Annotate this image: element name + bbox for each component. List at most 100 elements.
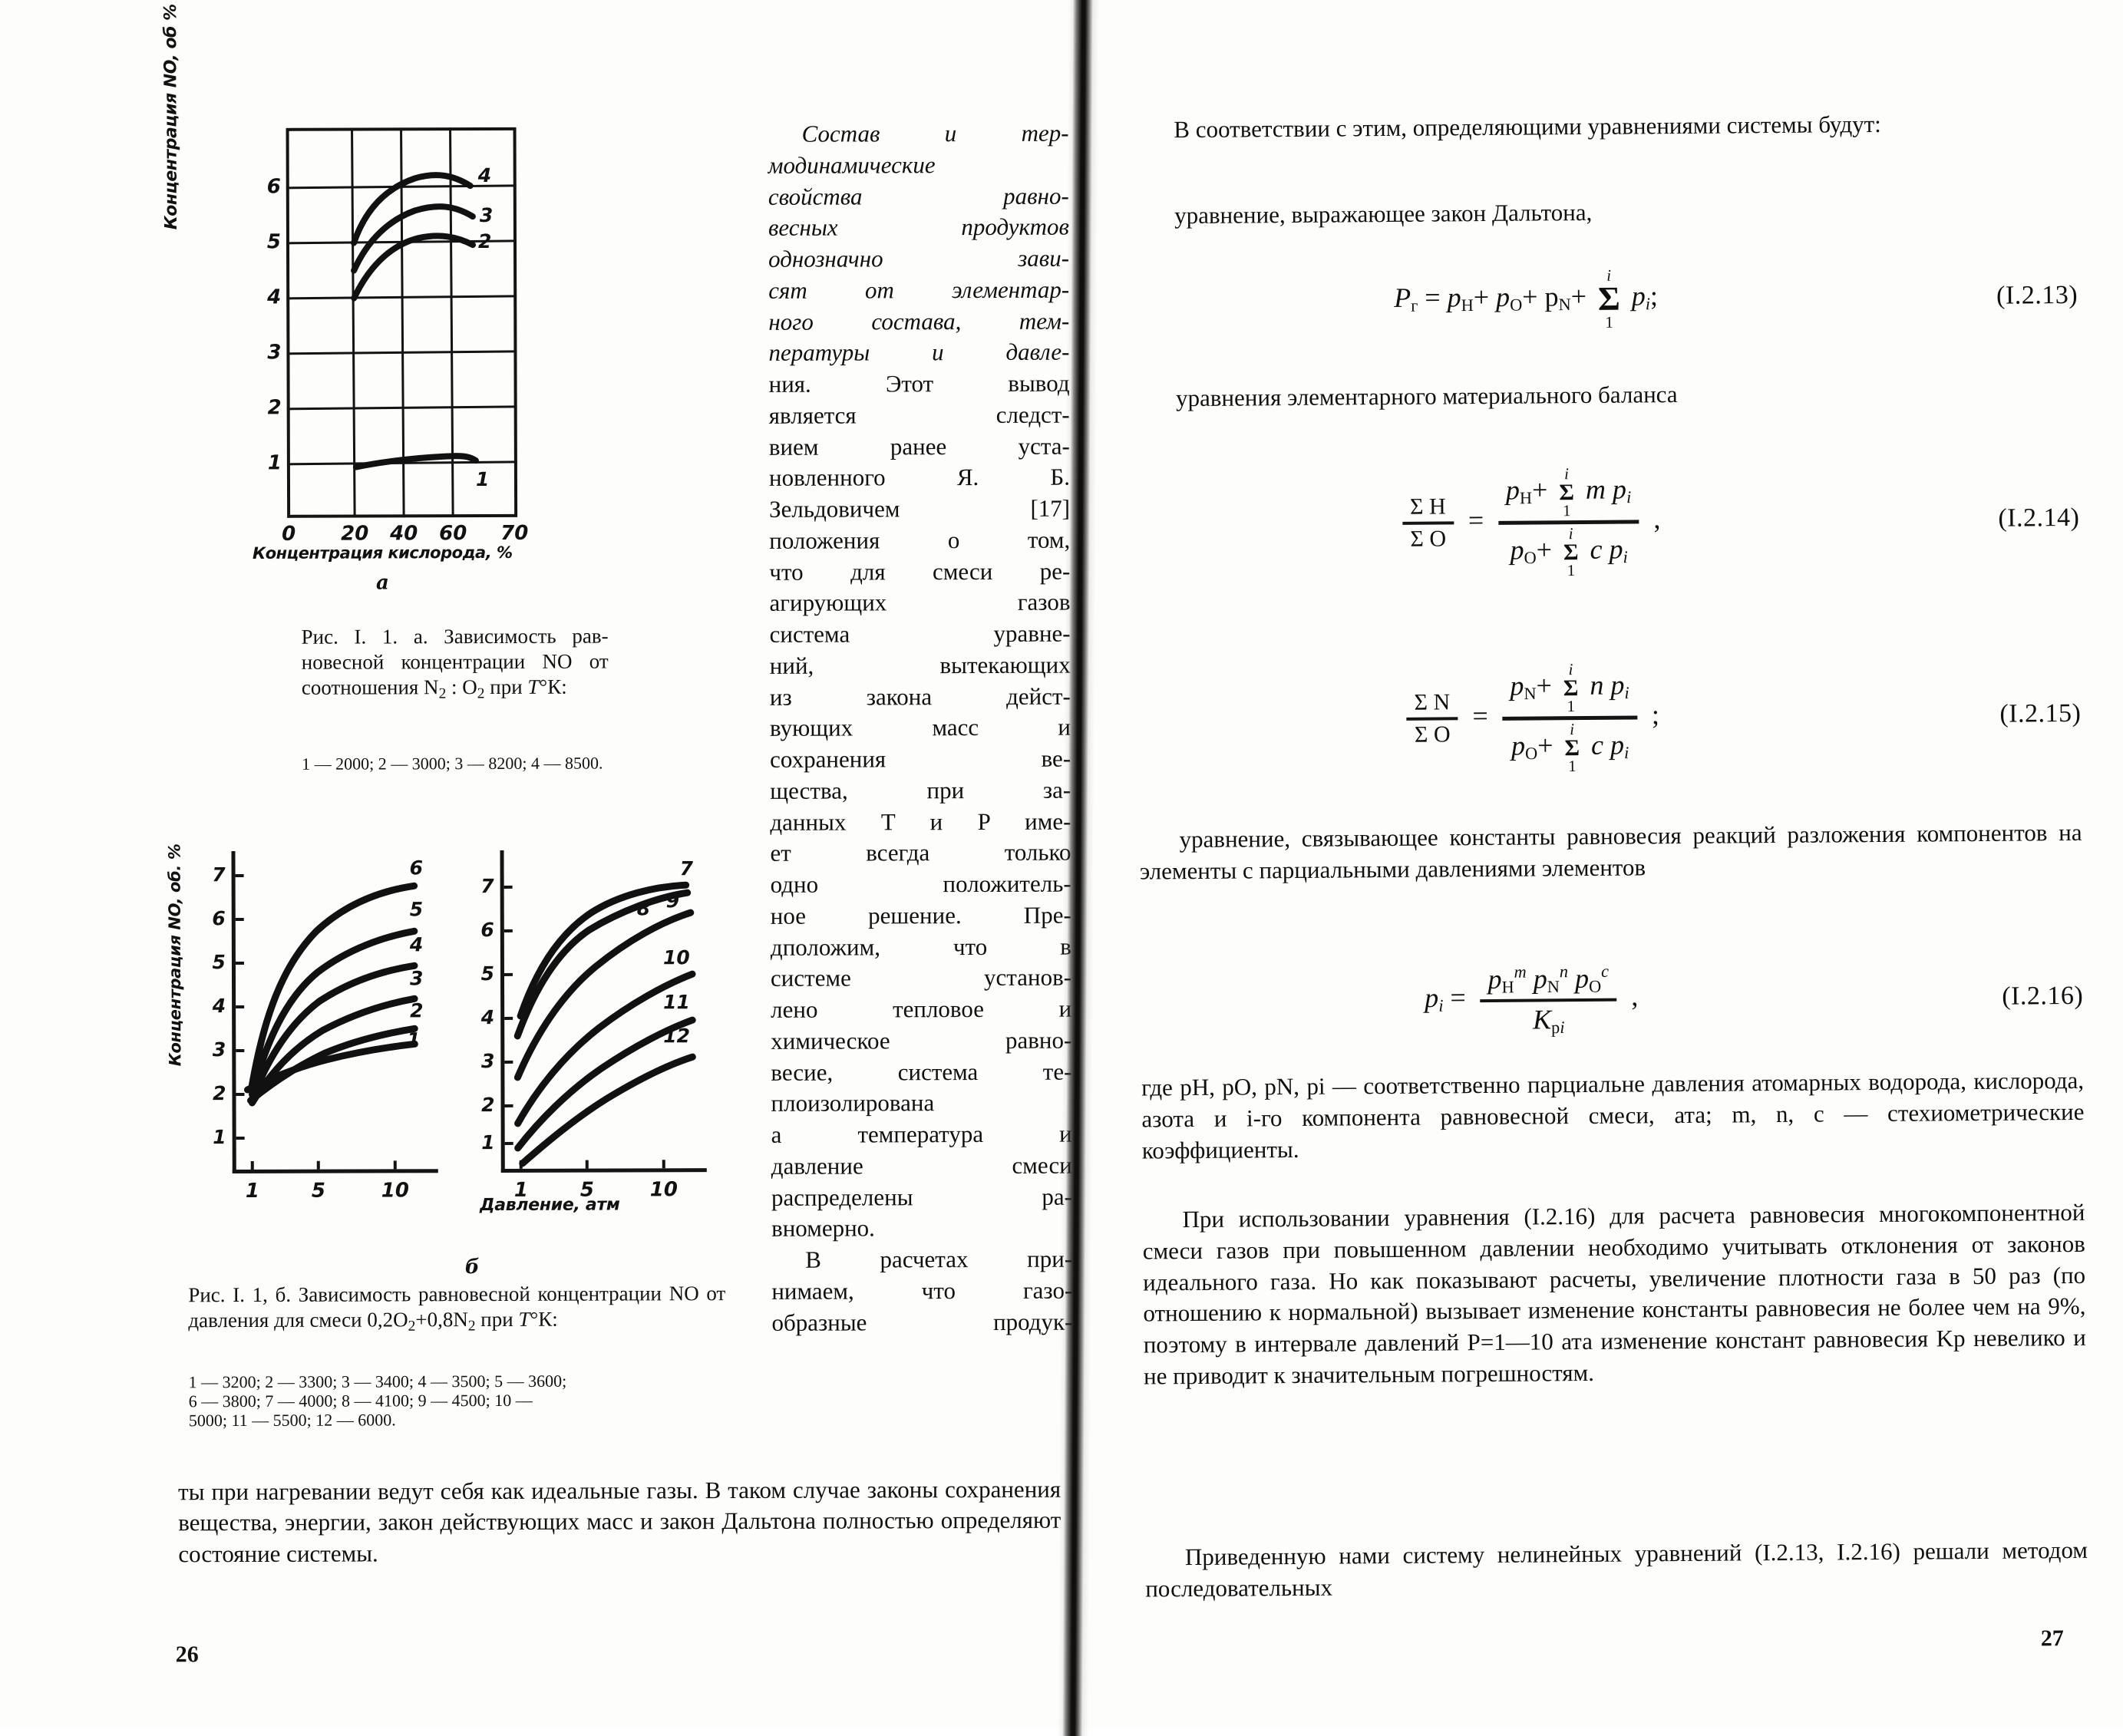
- figure-a-ytick-1: 1: [267, 451, 282, 475]
- figure-a-curve-label-4: 4: [477, 163, 492, 187]
- curve-4: [249, 962, 418, 1103]
- eq1214-den-pi-sub: i: [1623, 546, 1628, 566]
- eq1216-n3: p: [1574, 963, 1590, 995]
- column-line-12: новленного Я. Б.: [768, 463, 1071, 492]
- figure-b-left-panel: 7 6 5 4 3 2 1 1 5 10: [212, 850, 438, 1203]
- column-line-30: химическое равно-: [771, 1026, 1072, 1054]
- eq1215-num-coef: n: [1590, 669, 1604, 701]
- figure-a-y-axis-label: Концентрация NO, об %: [161, 4, 181, 230]
- eq1213-summation: i Σ 1: [1598, 266, 1620, 332]
- column-line-10: является следст-: [768, 401, 1070, 429]
- figure-b-caption-sub1: 2: [408, 1318, 416, 1335]
- figure-a-grid: [286, 127, 517, 518]
- figure-b-legend-line-3: 5000; 11 — 5500; 12 — 6000.: [188, 1410, 396, 1430]
- eq1213-t3-sub: N: [1558, 295, 1571, 315]
- eq1214-den-summation: i Σ 1: [1563, 524, 1579, 579]
- eq1213-P: P: [1394, 282, 1411, 314]
- eq1215-num-pi-sub: i: [1624, 682, 1629, 702]
- eq1213-t3: p: [1544, 281, 1559, 312]
- figure-b-right-ytick-1: 1: [481, 1131, 495, 1154]
- figure-a-ytick-6: 6: [266, 175, 281, 199]
- figure-a-curve-label-1: 1: [475, 468, 490, 491]
- curve-7: [517, 881, 690, 1020]
- eq1214-den-pi: p: [1609, 533, 1623, 565]
- eq1214-num-coef: m: [1585, 474, 1606, 505]
- eq1216-den-sub: p: [1551, 1017, 1560, 1038]
- curve-3: [351, 203, 476, 274]
- figure-b-right-curve-label-9: 9: [665, 889, 680, 913]
- figure-b-left-xtick-1: 1: [245, 1179, 259, 1203]
- column-line-35: распределены ра-: [771, 1183, 1072, 1211]
- eq1215-numerator: pN+ i Σ 1 n pi: [1510, 659, 1629, 715]
- column-line-28: системе установ-: [770, 963, 1072, 992]
- column-line-20: вующих масс и: [769, 713, 1071, 742]
- figure-b-right-curve-label-11: 11: [663, 991, 690, 1014]
- figure-a-ytick-5: 5: [266, 230, 282, 254]
- column-line-17: система уравне-: [769, 619, 1071, 648]
- figure-b-caption-tail: °К:: [530, 1307, 558, 1331]
- figure-b-caption-mid: +0,8N: [415, 1308, 468, 1332]
- figure-a-xtick-70: 70: [500, 521, 529, 545]
- eq1215-den-coef: c: [1590, 729, 1604, 761]
- equation-1-2-16: pi = pHm pNn pOc Kpi ,: [1141, 932, 2084, 1067]
- equation-1-2-16-body: pi = pHm pNn pOc Kpi ,: [1425, 960, 1639, 1041]
- right-paragraph-3-text: уравнения элементарного материального ба…: [1175, 381, 1678, 412]
- right-paragraph-4: уравнение, связывающее константы равнове…: [1139, 817, 2082, 887]
- eq1214-num-p-sub: H: [1519, 487, 1533, 507]
- eq1216-n3-sup: c: [1600, 962, 1610, 982]
- eq1215-den-p: p: [1511, 729, 1526, 761]
- right-paragraph-6-text: При использовании уравнения (I.2.16) для…: [1142, 1198, 2086, 1390]
- figure-a-caption-tail: °К:: [539, 675, 567, 698]
- eq1214-num-summation: i Σ 1: [1559, 464, 1574, 520]
- figure-b-left-ytick-7: 7: [212, 863, 226, 886]
- column-line-21: сохранения ве-: [770, 744, 1071, 773]
- figure-b-right-ytick-2: 2: [481, 1094, 495, 1117]
- column-line-3: свойства равно-: [768, 182, 1069, 210]
- right-page-number: 27: [2040, 1625, 2064, 1652]
- curve-2: [351, 233, 477, 302]
- figure-b-left-ytick-2: 2: [213, 1082, 226, 1105]
- eq1216-n2-sup: n: [1559, 962, 1569, 982]
- column-line-38: нимаем, что газо-: [771, 1276, 1073, 1305]
- right-paragraph-2: уравнение, выражающее закон Дальтона,: [1134, 193, 2077, 232]
- eq1213-t1: p: [1447, 282, 1461, 313]
- eq1215-num-pi: p: [1610, 668, 1625, 700]
- figure-b-left-xtick-10: 10: [381, 1179, 410, 1203]
- figure-b-left-ytick-3: 3: [212, 1038, 226, 1061]
- eq1213-t4: p: [1631, 280, 1646, 312]
- eq1216-n1-sup: m: [1514, 962, 1527, 982]
- figure-b-panel-letter: б: [464, 1256, 480, 1279]
- eq1214-num-pi: p: [1612, 473, 1627, 504]
- column-line-1: Состав и тер-: [801, 119, 1069, 147]
- curve-1: [243, 1040, 418, 1094]
- eq1215-den-sum-sigma: Σ: [1564, 734, 1580, 761]
- column-line-6: сят от элементар-: [768, 276, 1070, 304]
- column-line-5: однозначно зави-: [768, 244, 1070, 272]
- equation-1-2-14-tag: (I.2.14): [1998, 503, 2080, 533]
- figure-b-caption-T: T: [518, 1307, 530, 1331]
- eq1213-t2: p: [1495, 282, 1511, 313]
- figure-b-left-curve-label-2: 2: [410, 999, 424, 1022]
- eq1216-den-K: K: [1532, 1004, 1552, 1035]
- eq1216-den-sub2: i: [1560, 1017, 1565, 1037]
- figure-b-y-axis-label: Концентрация NO, об. %: [165, 843, 185, 1067]
- figure-b-left-curve-label-6: 6: [409, 856, 424, 880]
- column-line-27: дположим, что в: [770, 932, 1071, 961]
- eq1214-den-coef: c: [1590, 533, 1603, 565]
- column-line-19: из закона дейст-: [769, 682, 1071, 711]
- figure-b-left-curves: [243, 882, 418, 1107]
- curve-4: [350, 172, 474, 246]
- column-line-33: а температура и: [771, 1120, 1072, 1148]
- column-line-4: весных продуктов: [768, 213, 1069, 242]
- column-line-23: данных T и P име-: [770, 807, 1071, 836]
- column-line-29: лено тепловое и: [771, 995, 1072, 1023]
- curve-9: [513, 909, 695, 1081]
- eq1213-sum-lower: 1: [1605, 312, 1613, 332]
- figure-b-caption: Рис. I. 1, б. Зависимость равновесной ко…: [188, 1281, 725, 1336]
- equation-1-2-14-body: Σ H Σ O = pH+ i Σ 1 m: [1395, 464, 1661, 582]
- equation-1-2-15: Σ N Σ O = pN+ i Σ 1 n: [1138, 629, 2082, 806]
- figure-a: Концентрация NO, об %: [161, 4, 540, 594]
- right-paragraph-1-text: В соответствии с этим, определяющими ура…: [1174, 110, 1881, 144]
- eq1214-numerator: pH+ i Σ 1 m pi: [1505, 464, 1632, 520]
- equation-1-2-13-tag: (I.2.13): [1996, 280, 2078, 310]
